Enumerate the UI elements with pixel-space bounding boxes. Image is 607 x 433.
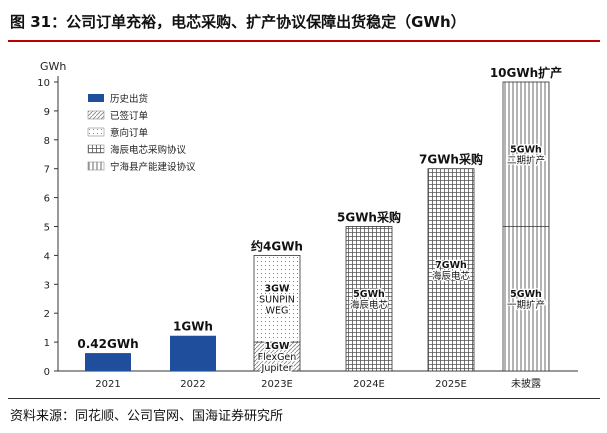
data-label-total: 10GWh扩产 <box>490 65 562 80</box>
y-tick-label: 8 <box>44 136 50 147</box>
legend-swatch-cell <box>87 144 105 154</box>
bar-chart: GWh 0 1 2 3 4 5 6 7 8 9 10 2021 2022 2023E 2024E 2025E 未披… <box>37 60 578 390</box>
footer-divider <box>8 398 600 399</box>
chart-title: 图 31：公司订单充裕，电芯采购、扩产协议保障出货稳定（GWh） <box>10 13 466 31</box>
bar-cell <box>345 226 393 372</box>
data-label-total: 0.42GWh <box>77 337 138 351</box>
y-tick-label: 3 <box>44 280 50 291</box>
source-note: 资料来源：同花顺、公司官网、国海证券研究所 <box>10 409 284 424</box>
legend-label: 海辰电芯采购协议 <box>110 144 187 156</box>
data-label-total: 7GWh采购 <box>419 152 483 167</box>
data-label-segment: 3GW SUNPIN WEG <box>259 283 295 316</box>
y-tick-label: 7 <box>44 165 50 176</box>
x-tick-label: 2022 <box>180 379 205 390</box>
y-tick-label: 4 <box>44 251 50 262</box>
data-label-total: 1GWh <box>173 320 213 334</box>
data-label-segment: 1GW FlexGen Jupiter <box>258 341 297 374</box>
x-tick-label: 未披露 <box>511 377 541 390</box>
y-tick-label: 9 <box>44 107 50 118</box>
x-tick-label: 2023E <box>261 379 293 390</box>
bar-signed <box>253 341 301 372</box>
x-tick-label: 2021 <box>95 379 120 390</box>
legend-label: 宁海县产能建设协议 <box>110 161 196 173</box>
x-tick-label: 2024E <box>353 379 385 390</box>
legend-swatch-intent <box>87 127 105 137</box>
x-tick-label: 2025E <box>435 379 467 390</box>
data-label-segment: 5GWh 一期扩产 <box>507 289 545 311</box>
data-label-total: 5GWh采购 <box>337 210 401 225</box>
y-tick-label: 5 <box>44 223 50 234</box>
y-tick-label: 0 <box>44 367 50 378</box>
data-label-total: 约4GWh <box>251 238 303 253</box>
legend-label: 意向订单 <box>110 127 149 139</box>
y-tick-label: 1 <box>44 338 50 349</box>
bar-history <box>170 335 216 371</box>
legend-label: 已签订单 <box>110 110 149 122</box>
data-label-segment: 7GWh 海辰电芯 <box>432 260 471 282</box>
y-tick-label: 10 <box>37 78 50 89</box>
data-label-segment: 5GWh 海辰电芯 <box>350 289 389 311</box>
title-divider <box>8 40 600 42</box>
bar-cell <box>427 168 475 372</box>
legend-label: 历史出货 <box>110 93 148 105</box>
bar-history <box>85 353 131 371</box>
bar-intent <box>253 254 301 343</box>
data-label-segment: 5GWh 二期扩产 <box>507 144 545 166</box>
y-tick-label: 2 <box>44 309 50 320</box>
legend-swatch-signed <box>87 110 105 120</box>
y-tick-label: 6 <box>44 194 50 205</box>
y-axis-label: GWh <box>40 60 66 73</box>
legend-swatch-history <box>88 94 104 102</box>
legend-swatch-county <box>87 161 105 171</box>
